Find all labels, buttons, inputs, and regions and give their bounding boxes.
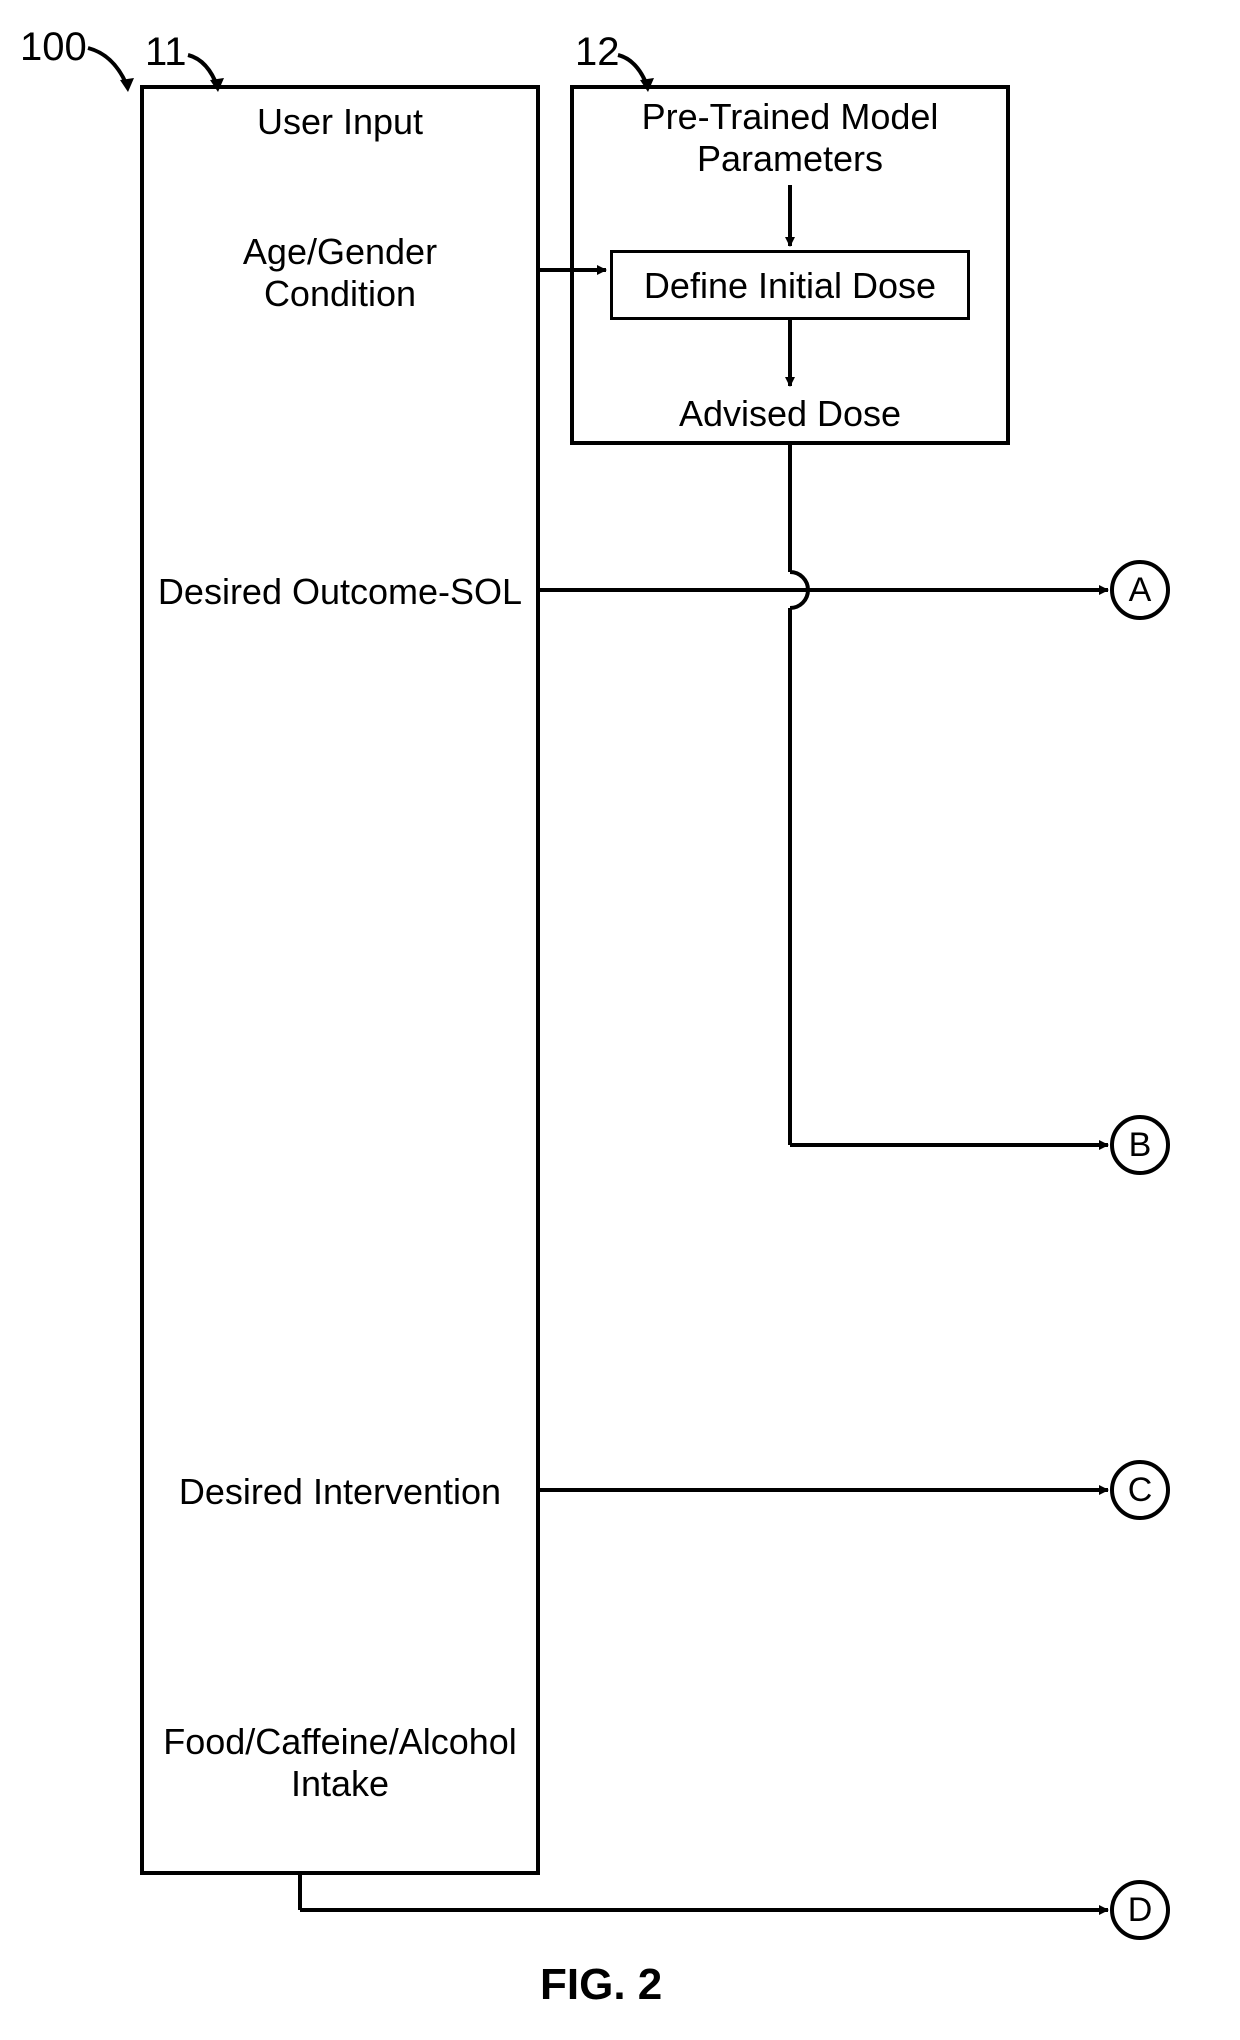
intake-label-2: Intake: [140, 1762, 540, 1805]
desired-intervention-label: Desired Intervention: [140, 1470, 540, 1513]
age-gender-label-1: Age/Gender: [140, 230, 540, 273]
desired-outcome-label: Desired Outcome-SOL: [140, 570, 540, 613]
age-gender-label-2: Condition: [140, 272, 540, 315]
connector-D: D: [1128, 1891, 1153, 1929]
figure-caption: FIG. 2: [540, 1960, 662, 2010]
model-title-2: Parameters: [570, 137, 1010, 180]
advised-dose-label: Advised Dose: [570, 392, 1010, 435]
diagram-canvas: 100 11 12 User Input Age/Gender Conditio…: [0, 0, 1240, 2040]
ref-label-12: 12: [575, 30, 620, 75]
ref-label-100: 100: [20, 25, 87, 70]
define-dose-label: Define Initial Dose: [610, 264, 970, 307]
user-input-title: User Input: [140, 100, 540, 143]
user-input-box: [140, 85, 540, 1875]
model-title-1: Pre-Trained Model: [570, 95, 1010, 138]
connector-C: C: [1128, 1471, 1153, 1509]
connector-B: B: [1129, 1126, 1152, 1164]
intake-label-1: Food/Caffeine/Alcohol: [140, 1720, 540, 1763]
ref-label-11: 11: [145, 30, 187, 75]
connector-A: A: [1129, 571, 1152, 609]
